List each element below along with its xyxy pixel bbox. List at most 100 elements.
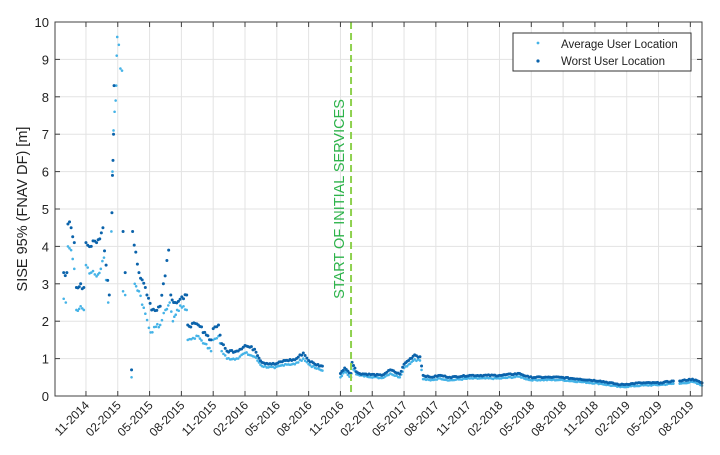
data-point xyxy=(303,353,307,357)
data-point xyxy=(353,366,357,370)
data-point xyxy=(221,343,225,347)
data-point xyxy=(132,243,136,247)
data-point xyxy=(117,43,121,47)
legend-marker-average xyxy=(536,41,540,45)
data-point xyxy=(312,364,315,368)
data-point xyxy=(68,220,72,224)
data-point xyxy=(121,289,125,293)
data-point xyxy=(134,250,138,254)
data-point xyxy=(413,358,416,361)
data-point xyxy=(320,364,324,368)
data-point xyxy=(169,293,173,297)
data-point xyxy=(147,296,151,300)
data-point xyxy=(163,274,167,278)
data-point xyxy=(158,323,162,327)
data-point xyxy=(143,286,147,290)
y-tick-label: 9 xyxy=(42,52,49,67)
data-point xyxy=(101,226,105,230)
x-tick-label: 08-2019 xyxy=(655,398,696,439)
data-point xyxy=(205,342,208,346)
data-point xyxy=(106,301,110,304)
data-point xyxy=(302,357,305,360)
data-point xyxy=(418,355,422,359)
initial-services-annotation: START OF INITIAL SERVICES xyxy=(332,22,353,396)
data-point xyxy=(77,307,81,311)
data-point xyxy=(418,359,422,362)
data-point xyxy=(130,376,133,379)
data-point xyxy=(338,372,342,376)
data-point xyxy=(170,310,173,313)
series-worst xyxy=(62,84,704,387)
y-tick-label: 4 xyxy=(42,239,49,254)
data-point xyxy=(110,211,114,215)
data-point xyxy=(300,353,304,357)
data-point xyxy=(161,282,165,286)
data-point xyxy=(245,351,248,354)
data-point xyxy=(93,273,97,276)
data-point xyxy=(198,337,202,340)
data-point xyxy=(106,278,110,282)
data-point xyxy=(79,304,82,308)
data-point xyxy=(72,241,76,245)
data-point xyxy=(165,307,169,311)
data-point xyxy=(197,334,200,338)
data-point xyxy=(72,267,76,271)
data-point xyxy=(63,274,67,278)
data-point xyxy=(134,285,138,288)
x-tick-label: 08-2016 xyxy=(274,398,315,439)
data-point xyxy=(168,301,172,304)
data-point xyxy=(308,363,312,367)
data-point xyxy=(346,373,350,377)
initial-services-label: START OF INITIAL SERVICES xyxy=(332,99,348,299)
data-point xyxy=(103,249,107,253)
data-point xyxy=(140,278,144,282)
data-point xyxy=(77,285,81,289)
data-point xyxy=(401,365,405,369)
data-point xyxy=(80,307,84,310)
data-point xyxy=(165,259,169,263)
data-point xyxy=(209,338,213,342)
y-tick-label: 6 xyxy=(42,165,49,180)
data-point xyxy=(155,308,159,312)
data-point xyxy=(200,325,204,329)
data-point xyxy=(119,67,122,70)
data-point xyxy=(142,306,146,310)
data-point xyxy=(137,271,141,275)
data-point xyxy=(160,293,164,297)
data-point xyxy=(236,357,240,360)
data-point xyxy=(121,229,125,233)
data-point xyxy=(171,319,175,323)
data-point xyxy=(672,382,675,385)
legend: Average User Location Worst User Locatio… xyxy=(512,32,692,72)
data-point xyxy=(135,262,139,266)
data-point xyxy=(301,351,305,355)
data-point xyxy=(79,282,83,286)
data-point xyxy=(167,304,170,307)
data-point xyxy=(200,339,203,342)
data-point xyxy=(104,263,108,267)
data-point xyxy=(62,297,65,301)
data-point xyxy=(110,230,113,233)
data-point xyxy=(398,376,402,379)
data-point xyxy=(249,345,253,349)
data-point xyxy=(208,346,211,350)
data-point xyxy=(69,226,73,230)
data-point xyxy=(257,356,261,360)
data-point xyxy=(120,69,124,72)
data-point xyxy=(107,293,111,297)
data-point xyxy=(112,129,115,132)
data-point xyxy=(305,356,309,360)
y-tick-label: 3 xyxy=(42,277,49,292)
data-point xyxy=(206,334,210,338)
y-tick-label: 5 xyxy=(42,202,49,217)
data-point xyxy=(62,271,66,275)
data-point xyxy=(398,372,402,376)
data-point xyxy=(130,368,134,372)
data-point xyxy=(91,269,95,273)
data-point xyxy=(340,374,344,378)
data-point xyxy=(101,259,104,263)
data-point xyxy=(189,325,193,329)
data-point xyxy=(254,350,258,354)
data-point xyxy=(95,241,99,245)
